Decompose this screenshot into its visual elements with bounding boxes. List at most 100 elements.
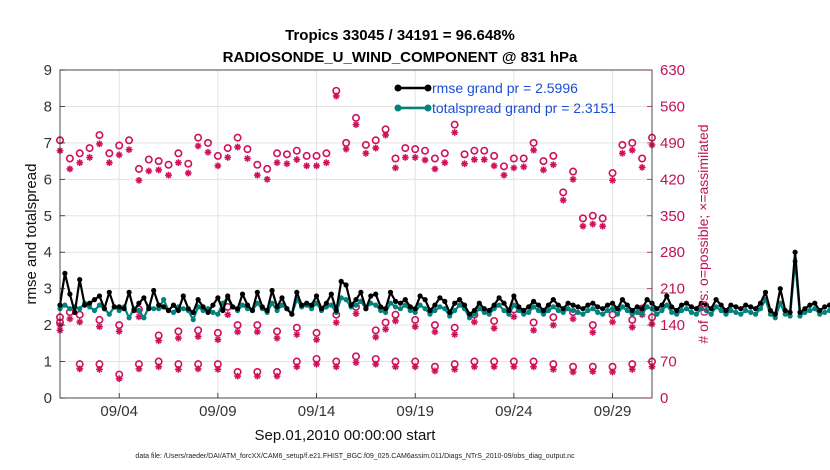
obs-assimilated-marker [352,310,360,318]
data-point-totalspread [565,306,571,312]
data-point-rmse [461,302,468,308]
obs-assimilated-marker [520,163,528,171]
obs-assimilated-marker [510,164,518,172]
obs-assimilated-marker [411,154,419,161]
obs-assimilated-marker [490,324,498,332]
data-point-rmse [417,293,423,299]
obs-possible-marker [549,313,558,322]
obs-possible-marker [243,145,252,154]
data-point-rmse [230,304,236,310]
data-point-totalspread [782,311,788,317]
obs-assimilated-marker [273,372,281,380]
y-right-tick-label: 350 [660,208,685,225]
obs-possible-marker [204,138,213,147]
data-point-totalspread [136,307,142,314]
data-point-totalspread [151,306,157,312]
obs-assimilated-marker [549,161,557,169]
obs-possible-marker [233,133,242,142]
data-point-totalspread [600,311,606,317]
obs-assimilated-marker [352,359,360,366]
data-point-rmse [703,302,709,308]
data-point-rmse [669,304,675,310]
data-point-totalspread [585,307,591,314]
data-point-totalspread [797,313,803,319]
data-point-rmse [427,307,433,314]
data-point-totalspread [728,307,734,314]
data-point-totalspread [693,311,700,317]
data-point-totalspread [570,307,576,314]
data-point-totalspread [614,311,621,317]
obs-assimilated-marker [273,159,281,167]
data-point-totalspread [215,311,221,317]
y-tick-label: 3 [44,281,52,298]
data-point-totalspread [822,309,828,315]
data-point-totalspread [807,307,813,314]
data-point-rmse [274,304,280,310]
obs-possible-marker [559,188,568,197]
data-point-totalspread [575,309,581,315]
legend: rmse grand pr = 2.5996 totalspread grand… [394,80,616,116]
data-point-rmse [165,307,172,314]
data-point-rmse [817,307,823,314]
data-point-totalspread [560,309,566,315]
obs-possible-marker [194,133,203,142]
data-point-rmse [210,302,216,308]
data-point-rmse [101,306,107,312]
obs-possible-marker [509,154,518,163]
data-point-rmse [170,302,177,308]
data-point-totalspread [496,302,502,308]
obs-assimilated-marker [579,222,587,230]
obs-assimilated-marker [76,318,84,326]
obs-assimilated-marker [441,159,449,167]
data-point-totalspread [422,306,428,312]
data-point-totalspread [590,306,596,312]
obs-assimilated-marker [175,365,182,373]
data-point-rmse [373,291,379,297]
data-point-totalspread [708,311,714,317]
data-point-rmse [284,306,290,312]
data-point-rmse [748,304,754,310]
obs-assimilated-marker [303,162,311,170]
obs-possible-marker [75,149,84,158]
obs-assimilated-marker [382,131,389,139]
obs-assimilated-marker [214,336,222,344]
obs-assimilated-marker [135,365,143,373]
y-right-tick-label: 490 [660,135,685,152]
data-point-rmse [121,306,127,312]
data-point-rmse [180,293,186,299]
data-point-rmse [466,311,473,317]
data-point-totalspread [77,306,83,312]
data-point-totalspread [723,311,729,317]
obs-possible-marker [115,141,124,150]
obs-possible-marker [233,321,242,330]
y-tick-label: 4 [44,244,52,261]
data-file-footnote: data file: /Users/raeder/DAI/ATM_forcXX/… [135,453,575,460]
data-point-rmse [185,306,191,312]
obs-assimilated-marker [471,363,478,371]
obs-possible-marker [519,154,528,163]
obs-assimilated-marker [96,323,103,331]
data-point-rmse [723,307,729,314]
data-point-totalspread [328,302,334,308]
data-point-rmse [792,249,798,255]
obs-possible-marker [85,144,94,153]
obs-assimilated-marker [96,365,103,373]
data-point-totalspread [683,306,690,312]
data-point-rmse [412,306,418,312]
data-point-rmse [491,302,497,308]
data-point-totalspread [378,307,384,314]
obs-assimilated-marker [510,363,518,371]
data-point-rmse [496,295,502,301]
data-point-totalspread [338,295,344,301]
data-point-totalspread [595,309,601,315]
data-point-totalspread [170,309,177,315]
data-point-totalspread [713,304,719,310]
data-point-rmse [659,302,665,308]
data-point-totalspread [718,307,724,314]
data-point-totalspread [254,300,260,306]
obs-possible-marker [470,146,479,155]
obs-possible-marker [253,321,262,330]
obs-assimilated-marker [589,368,597,375]
legend-marker-rmse-left [394,84,402,92]
